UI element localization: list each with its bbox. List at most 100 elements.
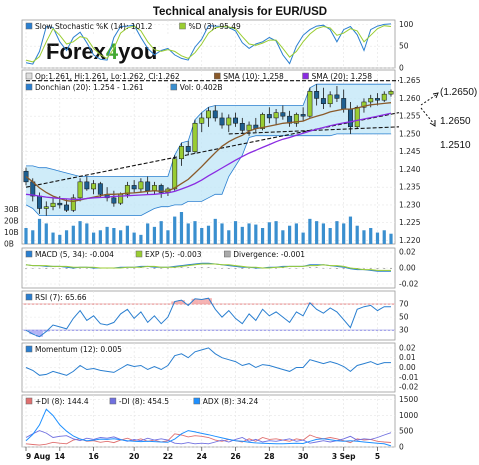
- legend-swatch: [302, 72, 309, 80]
- legend-entry: Op:1.261, Hi:1.261, Lo:1.262, Cl:1.262: [35, 72, 180, 81]
- x-tick-label: 28: [264, 452, 274, 461]
- macd-divergence-bar: [85, 268, 88, 269]
- volume-bar: [227, 230, 231, 244]
- macd-divergence-bar: [45, 268, 48, 269]
- volume-bar: [119, 230, 123, 244]
- macd-divergence-bar: [79, 268, 82, 269]
- y-tick-label: 1.245: [399, 147, 421, 156]
- macd-divergence-bar: [362, 268, 365, 269]
- legend-swatch: [25, 345, 33, 353]
- macd-divergence-bar: [376, 268, 379, 269]
- y-tick-label: 1.235: [399, 183, 421, 192]
- legend-swatch: [179, 22, 186, 30]
- legend-entry: Slow Stochastic %K (14): 101.2: [35, 22, 153, 31]
- volume-bar: [24, 228, 28, 244]
- candle-bear: [212, 110, 218, 119]
- macd-divergence-bar: [153, 268, 156, 269]
- candle-bear: [57, 202, 63, 206]
- candle-bear: [97, 183, 103, 195]
- volume-bar: [335, 221, 339, 244]
- x-tick-label: 9 Aug: [26, 452, 50, 461]
- legend-swatch: [214, 72, 221, 80]
- candle-bull: [138, 181, 144, 190]
- macd-divergence-bar: [329, 268, 332, 269]
- volume-bar: [254, 224, 258, 244]
- rsi-oversold-fill: [29, 330, 37, 335]
- y-tick-label: 50: [399, 313, 409, 322]
- candle-bull: [354, 107, 360, 128]
- volume-bar: [260, 228, 265, 244]
- macd-divergence-bar: [166, 268, 169, 269]
- y-tick-label: 0: [399, 443, 404, 452]
- volume-bar: [281, 230, 285, 244]
- y-tick-label: 0.01: [399, 353, 416, 362]
- rsi-overbought-fill: [178, 300, 185, 305]
- macd-divergence-bar: [214, 268, 217, 269]
- y-tick-label: 1000: [399, 411, 418, 420]
- candle-bull: [246, 124, 252, 131]
- volume-bar: [31, 230, 35, 244]
- volume-bar: [139, 234, 143, 244]
- volume-bar: [382, 230, 386, 244]
- y-tick-label: 1.220: [399, 236, 421, 245]
- donchian-band: [26, 84, 391, 216]
- x-tick-label: 30: [298, 452, 308, 461]
- legend-swatch: [135, 250, 143, 258]
- x-tick-label: 14: [55, 452, 65, 461]
- y-tick-label: 1.230: [399, 200, 421, 209]
- candle-bear: [300, 114, 306, 117]
- macd-signal-line: [25, 263, 391, 271]
- volume-bar: [37, 218, 42, 244]
- y-tick-label: 0: [399, 64, 404, 73]
- macd-divergence-bar: [234, 268, 237, 269]
- volume-bar: [58, 234, 62, 244]
- sma20-line: [25, 112, 392, 200]
- macd-divergence-bar: [295, 268, 298, 269]
- legend-entry: MACD (5, 34): -0.004: [35, 250, 114, 259]
- volume-bar: [240, 226, 244, 244]
- legend-entry: Divergence: -0.001: [233, 250, 305, 259]
- macd-divergence-bar: [207, 267, 210, 268]
- stochastic-k-line: [25, 23, 392, 65]
- volume-bar: [328, 228, 332, 244]
- candle-bear: [314, 91, 320, 99]
- volume-bar: [362, 230, 366, 244]
- macd-divergence-bar: [126, 268, 129, 269]
- x-tick-label: 26: [230, 452, 240, 461]
- candle-bull: [388, 91, 394, 95]
- trendline: [25, 112, 400, 188]
- macd-divergence-bar: [31, 268, 34, 269]
- candle-bull: [192, 123, 198, 152]
- macd-divergence-bar: [58, 268, 61, 269]
- y-tick-label: 70: [399, 300, 409, 309]
- candle-bull: [124, 185, 130, 195]
- volume-bar: [186, 223, 190, 244]
- macd-divergence-bar: [25, 268, 27, 269]
- rsi-line: [25, 297, 391, 338]
- candle-bear: [239, 123, 245, 131]
- candle-bear: [37, 195, 42, 209]
- candle-bull: [91, 183, 97, 190]
- volume-bar: [132, 232, 136, 244]
- y-tick-label: 50: [399, 42, 409, 51]
- price-projections: (1.2650) 1.2650 1.2510: [420, 87, 477, 151]
- macd-divergence-bar: [200, 267, 203, 268]
- legend-swatch: [25, 83, 33, 91]
- x-tick-label: 5: [375, 452, 380, 461]
- volume-bar: [321, 223, 326, 244]
- donchian-lower-line: [25, 133, 391, 217]
- y-tick-label: 1.255: [399, 112, 421, 121]
- y-tick-label: -0.02: [399, 383, 419, 392]
- legend-entry: RSI (7): 65.66: [35, 293, 87, 302]
- candle-bear: [185, 146, 191, 152]
- legend-swatch: [193, 397, 201, 405]
- volume-tick-label: 10B: [4, 228, 19, 237]
- candle-bull: [151, 185, 157, 191]
- macd-divergence-bar: [390, 268, 392, 269]
- candle-bull: [368, 98, 374, 103]
- rsi-overbought-fill: [205, 298, 212, 305]
- candle-bull: [50, 202, 56, 207]
- macd-divergence-bar: [369, 268, 372, 269]
